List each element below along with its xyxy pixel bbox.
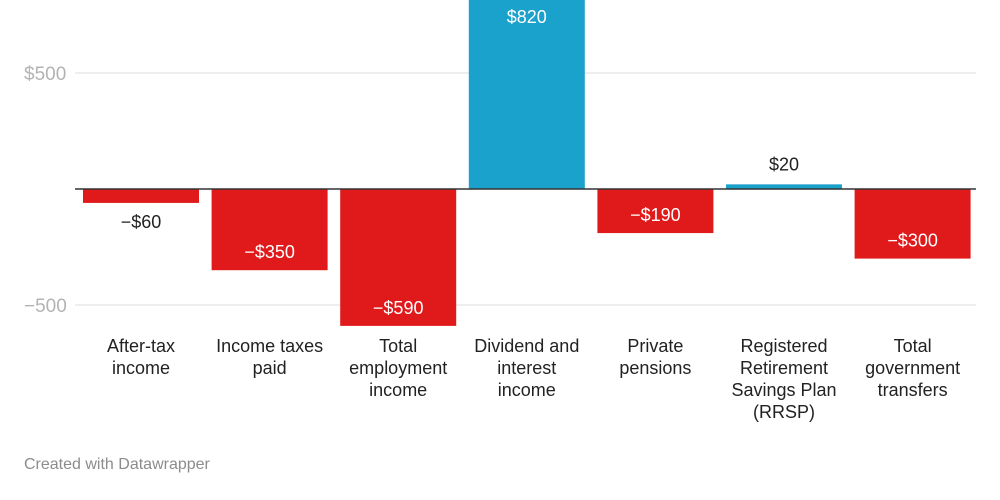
bar	[468, 0, 585, 190]
credit-text: Created with Datawrapper	[24, 456, 210, 473]
y-tick-label: −500	[24, 296, 67, 317]
category-label: Income taxes	[216, 336, 323, 356]
category-label: Registered	[740, 336, 827, 356]
category-label: After-tax	[107, 336, 175, 356]
category-label: Dividend and	[474, 336, 579, 356]
category-label: employment	[349, 358, 447, 378]
data-label: −$350	[244, 242, 295, 262]
data-label: −$300	[887, 231, 938, 251]
bar	[83, 189, 199, 203]
y-tick-label: $500	[24, 64, 66, 85]
data-label: $820	[507, 7, 547, 27]
category-label: government	[865, 358, 960, 378]
bar	[211, 189, 328, 271]
category-label: income	[112, 358, 170, 378]
data-label: −$590	[373, 298, 424, 318]
category-label: paid	[253, 358, 287, 378]
bar	[854, 189, 971, 259]
category-label: transfers	[878, 380, 948, 400]
category-label: Total	[894, 336, 932, 356]
data-label: $20	[769, 154, 799, 174]
category-label: pensions	[619, 358, 691, 378]
category-label: interest	[497, 358, 556, 378]
bar	[597, 189, 714, 234]
category-label: Savings Plan	[731, 380, 836, 400]
category-label: Total	[379, 336, 417, 356]
category-label: Retirement	[740, 358, 828, 378]
category-label: Private	[627, 336, 683, 356]
data-label: −$190	[630, 205, 681, 225]
category-label: income	[369, 380, 427, 400]
category-label: income	[498, 380, 556, 400]
bar	[340, 189, 457, 326]
category-label: (RRSP)	[753, 402, 815, 422]
bar	[726, 184, 842, 189]
data-label: −$60	[121, 212, 162, 232]
